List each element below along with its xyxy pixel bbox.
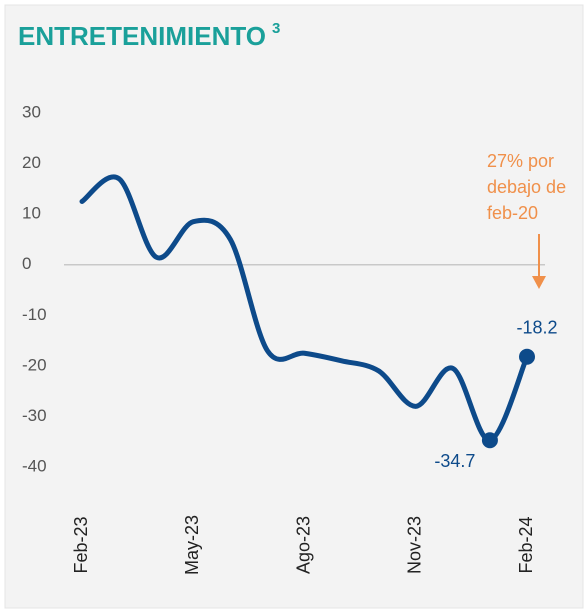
- data-label: -34.7: [434, 451, 475, 471]
- marker: [481, 432, 498, 449]
- y-tick-label: -30: [22, 406, 47, 425]
- annotation-arrowhead: [532, 276, 546, 289]
- chart-title: ENTRETENIMIENTO 3: [18, 20, 280, 51]
- data-label: -18.2: [516, 318, 557, 338]
- x-tick-label: Ago-23: [293, 516, 313, 574]
- y-tick-label: -40: [22, 456, 47, 475]
- y-tick-label: 0: [22, 254, 31, 273]
- line: [79, 174, 530, 443]
- annotation: debajo de: [487, 177, 566, 197]
- y-tick-label: 30: [22, 102, 41, 121]
- annotation: 27% por: [487, 151, 554, 171]
- y-tick-label: -10: [22, 305, 47, 324]
- y-tick-label: -20: [22, 355, 47, 374]
- x-tick-label: May-23: [182, 515, 202, 575]
- x-tick-label: Feb-23: [71, 516, 91, 573]
- y-tick-label: 20: [22, 153, 41, 172]
- x-tick-label: Nov-23: [405, 516, 425, 574]
- x-tick-label: Feb-24: [516, 516, 536, 573]
- annotation: feb-20: [487, 203, 538, 223]
- y-tick-label: 10: [22, 204, 41, 223]
- marker: [519, 348, 535, 365]
- panel: [4, 4, 584, 609]
